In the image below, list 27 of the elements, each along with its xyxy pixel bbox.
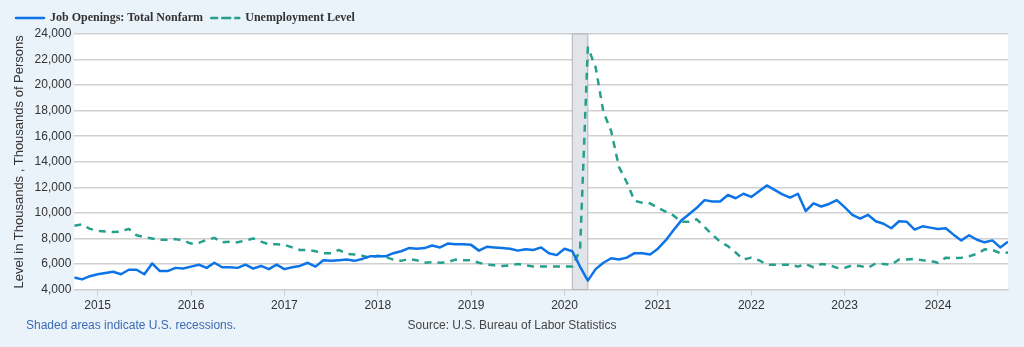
x-tick-label: 2023 xyxy=(831,298,859,313)
x-tick-label: 2015 xyxy=(84,298,112,313)
x-tick-label: 2017 xyxy=(271,298,299,313)
x-tick-label: 2021 xyxy=(644,298,672,313)
x-tick-label: 2022 xyxy=(737,298,765,313)
y-tick-label: 4,000 xyxy=(41,281,72,296)
y-tick-label: 22,000 xyxy=(34,51,72,66)
y-tick-label: 6,000 xyxy=(41,256,72,271)
y-tick-label: 16,000 xyxy=(34,128,72,143)
y-tick-label: 8,000 xyxy=(41,230,72,245)
x-tick-label: 2024 xyxy=(924,298,952,313)
y-tick-label: 20,000 xyxy=(34,77,72,92)
y-axis-title: Level in Thousands , Thousands of Persons xyxy=(11,34,27,289)
x-tick-label: 2020 xyxy=(551,298,579,313)
y-tick-label: 18,000 xyxy=(34,102,72,117)
y-tick-label: 14,000 xyxy=(34,154,72,169)
y-tick-label: 24,000 xyxy=(34,26,72,41)
y-tick-label: 12,000 xyxy=(34,179,72,194)
legend-label: Job Openings: Total Nonfarm xyxy=(50,10,204,25)
source-note: Source: U.S. Bureau of Labor Statistics xyxy=(407,318,617,332)
line-series xyxy=(74,46,1008,270)
x-tick-label: 2016 xyxy=(177,298,205,313)
text: Shaded areas indicate U.S. recessions. xyxy=(26,318,237,332)
x-tick-label: 2019 xyxy=(457,298,485,313)
x-tick-label: 2018 xyxy=(364,298,392,313)
legend-label: Unemployment Level xyxy=(245,10,356,25)
y-tick-label: 10,000 xyxy=(34,205,72,220)
